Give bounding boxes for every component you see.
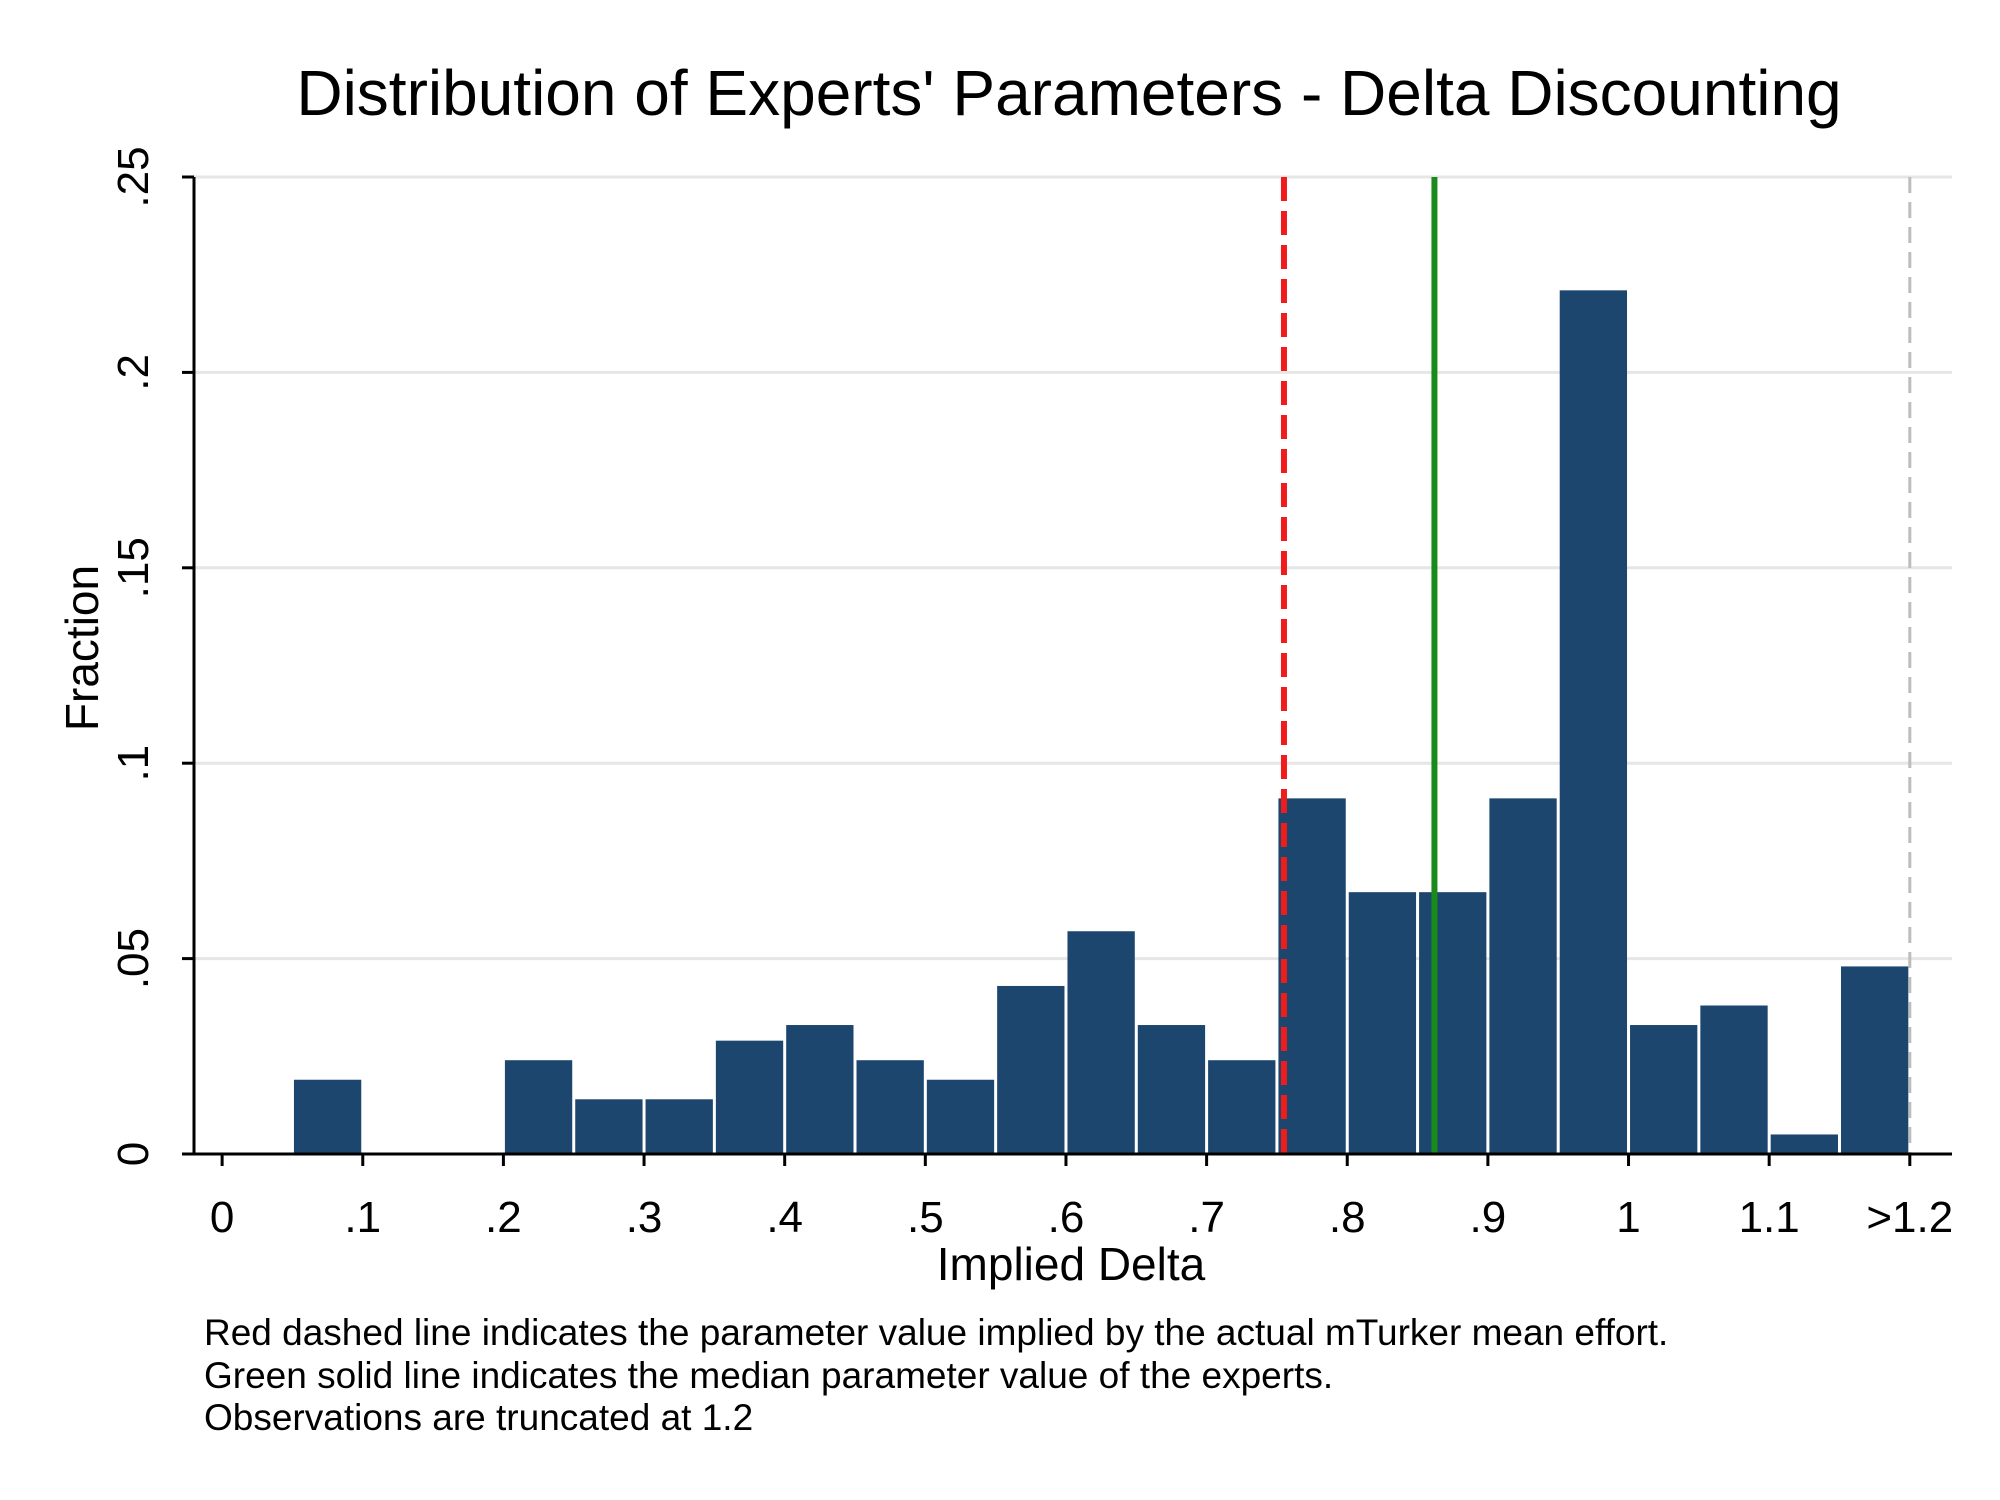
axes: 0 .05 .1 .15 .2 .25 0 .1 .2 .3 .4 .5 .6 .7 .8 .9 1 1.1 >1.… xyxy=(109,146,1953,1242)
histogram-bar-6 xyxy=(856,1060,924,1154)
x-tick-label-10: 1 xyxy=(1616,1193,1640,1242)
y-tick-label-2: .1 xyxy=(109,745,158,782)
note-line-3: Observations are truncated at 1.2 xyxy=(204,1397,753,1438)
note-line-1: Red dashed line indicates the parameter … xyxy=(204,1312,1668,1353)
x-tick-label-12: >1.2 xyxy=(1866,1193,1953,1242)
histogram-bar-2 xyxy=(575,1099,643,1154)
grid-lines xyxy=(194,175,1952,961)
histogram-bar-7 xyxy=(926,1079,995,1154)
x-tick-label-0: 0 xyxy=(210,1193,234,1242)
x-tick-label-6: .6 xyxy=(1048,1193,1085,1242)
x-tick-label-7: .7 xyxy=(1188,1193,1225,1242)
histogram-bar-20 xyxy=(1840,966,1909,1154)
x-tick-label-2: .2 xyxy=(485,1193,522,1242)
histogram-bar-12 xyxy=(1278,798,1346,1154)
y-tick-label-3: .15 xyxy=(109,537,158,598)
x-axis-title: Implied Delta xyxy=(937,1238,1206,1290)
histogram-bar-11 xyxy=(1208,1060,1276,1154)
chart-title: Distribution of Experts' Parameters - De… xyxy=(296,57,1841,129)
y-tick-label-1: .05 xyxy=(109,928,158,989)
x-tick-label-5: .5 xyxy=(907,1193,944,1242)
histogram-bar-4 xyxy=(715,1040,784,1154)
histogram-bar-3 xyxy=(645,1099,713,1154)
histogram-bar-17 xyxy=(1630,1025,1698,1154)
x-tick-label-1: .1 xyxy=(344,1193,381,1242)
histogram-bar-8 xyxy=(997,985,1065,1154)
histogram-bar-1 xyxy=(504,1060,573,1154)
histogram-bar-9 xyxy=(1067,931,1135,1154)
histogram-bar-13 xyxy=(1348,892,1417,1154)
note-line-2: Green solid line indicates the median pa… xyxy=(204,1355,1333,1396)
x-tick-label-8: .8 xyxy=(1329,1193,1366,1242)
histogram-bar-14 xyxy=(1419,892,1487,1154)
histogram-bar-18 xyxy=(1700,1005,1768,1154)
reference-lines xyxy=(1280,177,1912,1154)
y-tick-label-0: 0 xyxy=(109,1142,158,1166)
bars xyxy=(293,290,1909,1154)
histogram-bar-19 xyxy=(1770,1134,1838,1154)
x-tick-label-9: .9 xyxy=(1470,1193,1507,1242)
x-tick-label-11: 1.1 xyxy=(1739,1193,1800,1242)
histogram-bar-5 xyxy=(786,1025,854,1154)
y-tick-label-4: .2 xyxy=(109,354,158,391)
histogram-bar-0 xyxy=(293,1079,362,1154)
x-tick-label-3: .3 xyxy=(626,1193,663,1242)
histogram-bar-16 xyxy=(1559,290,1628,1154)
histogram-bar-10 xyxy=(1137,1025,1206,1154)
y-axis-title: Fraction xyxy=(56,565,108,731)
y-tick-label-5: .25 xyxy=(109,146,158,207)
x-tick-label-4: .4 xyxy=(766,1193,803,1242)
histogram-bar-15 xyxy=(1489,798,1557,1154)
